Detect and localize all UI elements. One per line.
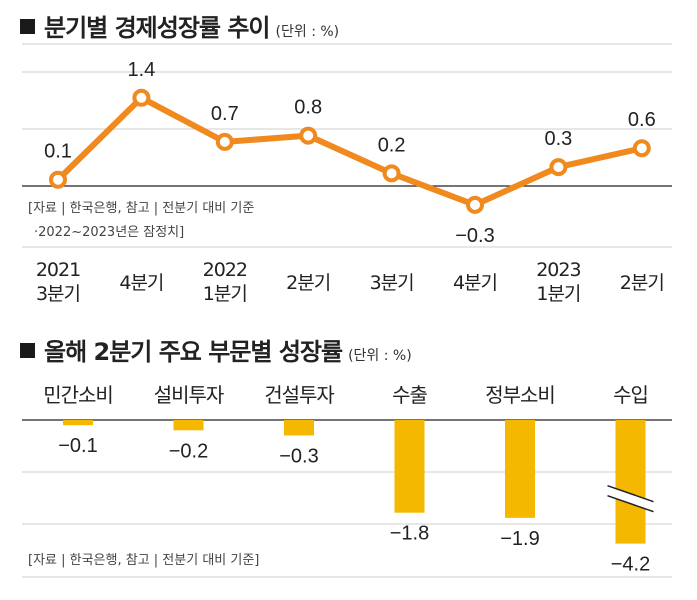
line-chart-unit: (단위 : %): [275, 24, 340, 40]
line-chart-source: [자료 | 한국은행, 참고 | 전분기 대비 기준: [28, 200, 254, 216]
title-bullet-square: [20, 19, 35, 34]
bar-chart-unit: (단위 : %): [348, 348, 412, 364]
category-label: 건설투자: [264, 383, 334, 407]
line-chart-gridlines: [22, 43, 672, 248]
value-label: 0.3: [544, 128, 572, 150]
bar: [394, 420, 425, 513]
value-label: 0.6: [628, 109, 656, 131]
bar: [615, 420, 646, 544]
value-label: −0.1: [58, 435, 97, 457]
bar-chart-value-labels: −0.1 −0.2 −0.3 −1.8 −1.9 −4.2: [58, 435, 650, 575]
value-label: −1.8: [390, 523, 429, 545]
x-tick-quarter: 3분기: [36, 283, 80, 305]
value-label: 0.2: [378, 134, 406, 156]
category-label: 정부소비: [485, 383, 555, 407]
bar-chart-gridlines: [22, 419, 672, 578]
x-tick-quarter: 2분기: [286, 272, 330, 294]
bar-chart-title-block: 올해 2분기 주요 부문별 성장률 (단위 : %): [20, 332, 412, 367]
value-label: −0.3: [279, 445, 318, 467]
line-chart-note: ·2022~2023년은 잠정치]: [34, 225, 184, 240]
data-point: [215, 132, 234, 151]
data-point: [299, 126, 318, 145]
value-label: 0.8: [294, 97, 322, 119]
value-label: 0.7: [211, 103, 239, 125]
value-label: 0.1: [44, 141, 72, 163]
bar: [505, 420, 535, 518]
category-label: 수입: [613, 383, 648, 407]
x-tick-quarter: 4분기: [453, 272, 497, 294]
axis-break-gap: [607, 485, 654, 512]
value-label: −1.9: [500, 528, 539, 550]
line-chart-value-labels: 0.1 1.4 0.7 0.8 0.2 −0.3 0.3 0.6: [44, 59, 656, 247]
bar-chart-title: 올해 2분기 주요 부문별 성장률: [44, 338, 343, 366]
bar: [284, 420, 314, 436]
value-label: −4.2: [611, 554, 650, 576]
data-point: [382, 164, 401, 183]
x-tick-quarter: 1분기: [536, 283, 580, 305]
data-point: [132, 88, 151, 107]
category-label: 설비투자: [154, 383, 224, 407]
data-point: [632, 139, 651, 158]
value-label: −0.2: [169, 440, 208, 462]
data-point: [549, 158, 568, 177]
axis-break-mark: [607, 484, 654, 503]
axis-break-mark: [607, 494, 654, 513]
bar-chart-bars: [63, 420, 654, 544]
bar: [63, 420, 93, 426]
value-label: 1.4: [127, 59, 155, 81]
bar-chart-categories: 민간소비 설비투자 건설투자 수출 정부소비 수입: [43, 383, 649, 407]
line-chart-title-block: 분기별 경제성장률 추이 (단위 : %): [20, 8, 339, 43]
category-label: 민간소비: [43, 383, 113, 407]
x-tick-quarter: 1분기: [203, 283, 247, 305]
x-tick-year: 2021: [36, 259, 80, 281]
line-chart-title: 분기별 경제성장률 추이: [44, 14, 271, 42]
x-tick-quarter: 4분기: [119, 272, 163, 294]
x-tick-year: 2022: [203, 259, 247, 281]
x-tick-quarter: 2분기: [620, 272, 664, 294]
x-tick-year: 2023: [536, 259, 580, 281]
series-line: [55, 94, 643, 208]
title-bullet-square: [20, 343, 35, 358]
value-label: −0.3: [455, 225, 494, 247]
data-point: [466, 195, 484, 214]
line-chart-series: [49, 88, 651, 214]
x-tick-quarter: 3분기: [370, 272, 414, 294]
category-label: 수출: [392, 383, 427, 407]
bar: [173, 420, 204, 431]
data-point: [49, 170, 67, 189]
bar-chart-source: [자료 | 한국은행, 참고 | 전분기 대비 기준]: [28, 552, 259, 568]
